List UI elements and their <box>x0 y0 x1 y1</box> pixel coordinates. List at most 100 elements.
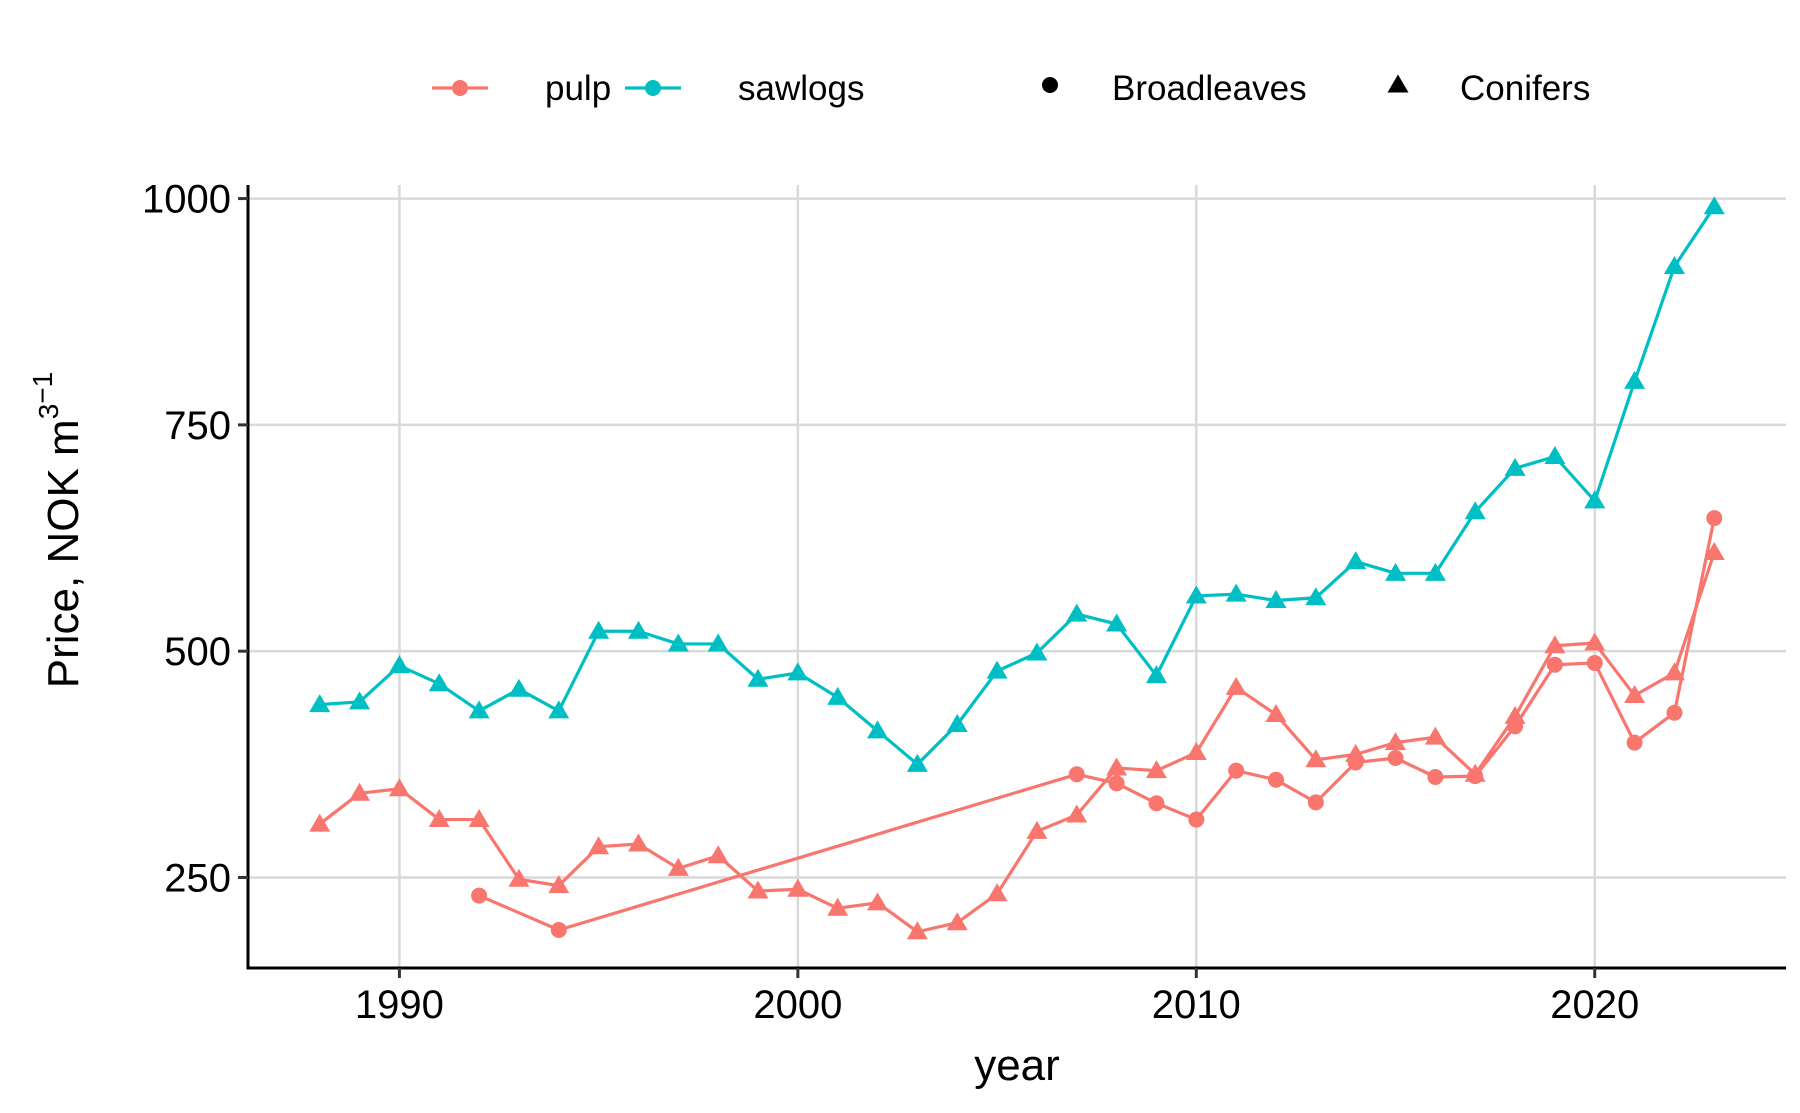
data-point-pulp-broadleaves-2009 <box>1148 795 1165 812</box>
legend-key-conifers <box>1387 74 1409 93</box>
data-point-pulp-conifers-2023 <box>1703 542 1725 561</box>
data-point-pulp-broadleaves-2008 <box>1108 775 1125 792</box>
data-point-sawlogs-conifers-2014 <box>1345 551 1367 570</box>
data-point-sawlogs-conifers-1988 <box>309 694 331 713</box>
legend-key-marker-pulp <box>452 80 468 96</box>
data-point-sawlogs-conifers-2012 <box>1265 589 1287 608</box>
data-point-sawlogs-conifers-1999 <box>747 668 769 687</box>
data-point-sawlogs-conifers-1989 <box>349 691 371 710</box>
data-point-pulp-conifers-1993 <box>508 868 530 887</box>
x-tick-label-2020: 2020 <box>1550 983 1639 1027</box>
data-point-sawlogs-conifers-2021 <box>1624 370 1646 389</box>
data-point-pulp-broadleaves-2007 <box>1068 766 1085 783</box>
data-point-pulp-conifers-2008 <box>1106 757 1128 776</box>
data-point-pulp-conifers-1995 <box>588 836 610 855</box>
data-point-pulp-conifers-1997 <box>667 857 689 876</box>
data-point-sawlogs-conifers-2009 <box>1145 665 1167 684</box>
data-point-pulp-broadleaves-2011 <box>1228 762 1245 779</box>
data-point-pulp-conifers-2011 <box>1225 676 1247 695</box>
series-line-pulp-broadleaves <box>478 517 1716 932</box>
data-point-pulp-broadleaves-2010 <box>1188 811 1205 828</box>
legend-key-broadleaves <box>1042 77 1058 93</box>
data-point-pulp-conifers-1998 <box>707 845 729 864</box>
legend-key-marker-sawlogs <box>645 80 661 96</box>
data-point-sawlogs-conifers-2020 <box>1584 490 1606 509</box>
data-point-pulp-conifers-2022 <box>1663 662 1685 681</box>
data-point-pulp-broadleaves-2013 <box>1307 794 1324 811</box>
data-point-pulp-broadleaves-1992 <box>471 887 488 904</box>
data-point-sawlogs-conifers-1992 <box>468 700 490 719</box>
data-point-sawlogs-conifers-1996 <box>627 620 649 639</box>
y-tick-label-1000: 1000 <box>142 178 231 222</box>
data-point-sawlogs-conifers-2008 <box>1106 613 1128 632</box>
axes <box>246 185 1786 970</box>
data-point-pulp-conifers-2010 <box>1185 742 1207 761</box>
data-point-sawlogs-conifers-2016 <box>1424 562 1446 581</box>
data-point-sawlogs-conifers-2015 <box>1385 562 1407 581</box>
data-point-pulp-conifers-1989 <box>349 782 371 801</box>
x-tick-label-2010: 2010 <box>1152 983 1241 1027</box>
data-point-sawlogs-conifers-1990 <box>388 655 410 674</box>
data-point-pulp-conifers-1999 <box>747 880 769 899</box>
series-line-pulp-conifers <box>318 552 1716 934</box>
data-point-sawlogs-conifers-1997 <box>667 633 689 652</box>
data-point-pulp-broadleaves-2021 <box>1626 734 1643 751</box>
data-point-pulp-broadleaves-2020 <box>1586 654 1603 671</box>
data-point-sawlogs-conifers-2007 <box>1066 603 1088 622</box>
data-point-pulp-conifers-2015 <box>1385 732 1407 751</box>
y-axis-title: Price, NOK m <box>39 419 88 688</box>
data-point-pulp-broadleaves-2015 <box>1387 749 1404 766</box>
data-point-pulp-broadleaves-2022 <box>1666 704 1683 721</box>
data-point-sawlogs-conifers-1998 <box>707 633 729 652</box>
y-axis-unit-exponent: 3 <box>33 404 64 420</box>
series-lines <box>318 205 1716 934</box>
y-tick-label-500: 500 <box>164 630 231 674</box>
grid <box>248 185 1786 968</box>
series-points <box>309 196 1725 940</box>
tick-labels: 1990 2000 2010 2020 250 500 750 1000 <box>142 178 1639 1027</box>
data-point-sawlogs-conifers-1994 <box>548 700 570 719</box>
legend-label-sawlogs: sawlogs <box>738 69 864 108</box>
y-axis-unit-exponent-2: −1 <box>27 372 58 404</box>
data-point-pulp-conifers-1991 <box>428 809 450 828</box>
svg-text:Price, NOK m3−1: Price, NOK m3−1 <box>27 372 88 688</box>
y-axis-title-group: Price, NOK m3−1 <box>27 372 88 688</box>
data-point-pulp-broadleaves-2023 <box>1706 510 1723 527</box>
data-point-sawlogs-conifers-1993 <box>508 678 530 697</box>
data-point-pulp-conifers-2009 <box>1145 760 1167 779</box>
data-point-sawlogs-conifers-2010 <box>1185 585 1207 604</box>
data-point-sawlogs-conifers-2005 <box>986 660 1008 679</box>
data-point-sawlogs-conifers-2011 <box>1225 583 1247 602</box>
legend-label-conifers: Conifers <box>1460 69 1590 108</box>
data-point-pulp-conifers-2005 <box>986 883 1008 902</box>
data-point-sawlogs-conifers-2017 <box>1464 501 1486 520</box>
data-point-pulp-conifers-2012 <box>1265 704 1287 723</box>
data-point-pulp-conifers-2021 <box>1624 685 1646 704</box>
data-point-sawlogs-conifers-2003 <box>906 753 928 772</box>
data-point-pulp-broadleaves-2012 <box>1267 771 1284 788</box>
x-axis-title: year <box>974 1041 1060 1090</box>
data-point-sawlogs-conifers-2022 <box>1663 255 1685 274</box>
data-point-pulp-broadleaves-2016 <box>1427 769 1444 786</box>
x-tick-label-1990: 1990 <box>355 983 444 1027</box>
data-point-pulp-conifers-1988 <box>309 813 331 832</box>
data-point-pulp-conifers-2019 <box>1544 635 1566 654</box>
data-point-sawlogs-conifers-2001 <box>827 686 849 705</box>
data-point-pulp-conifers-1990 <box>388 778 410 797</box>
data-point-sawlogs-conifers-2004 <box>946 714 968 733</box>
data-point-sawlogs-conifers-2023 <box>1703 196 1725 215</box>
data-point-pulp-conifers-2017 <box>1464 763 1486 782</box>
data-point-pulp-conifers-1996 <box>627 833 649 852</box>
legend: pulp sawlogs Broadleaves Conifers <box>432 69 1590 108</box>
data-point-pulp-conifers-2006 <box>1026 820 1048 839</box>
data-point-pulp-conifers-2013 <box>1305 749 1327 768</box>
data-point-pulp-broadleaves-2019 <box>1546 656 1563 673</box>
data-point-pulp-broadleaves-1994 <box>550 921 567 938</box>
data-point-pulp-conifers-2003 <box>906 921 928 940</box>
x-tick-label-2000: 2000 <box>753 983 842 1027</box>
data-point-sawlogs-conifers-2013 <box>1305 587 1327 606</box>
data-point-sawlogs-conifers-2000 <box>787 662 809 681</box>
y-tick-label-250: 250 <box>164 856 231 900</box>
